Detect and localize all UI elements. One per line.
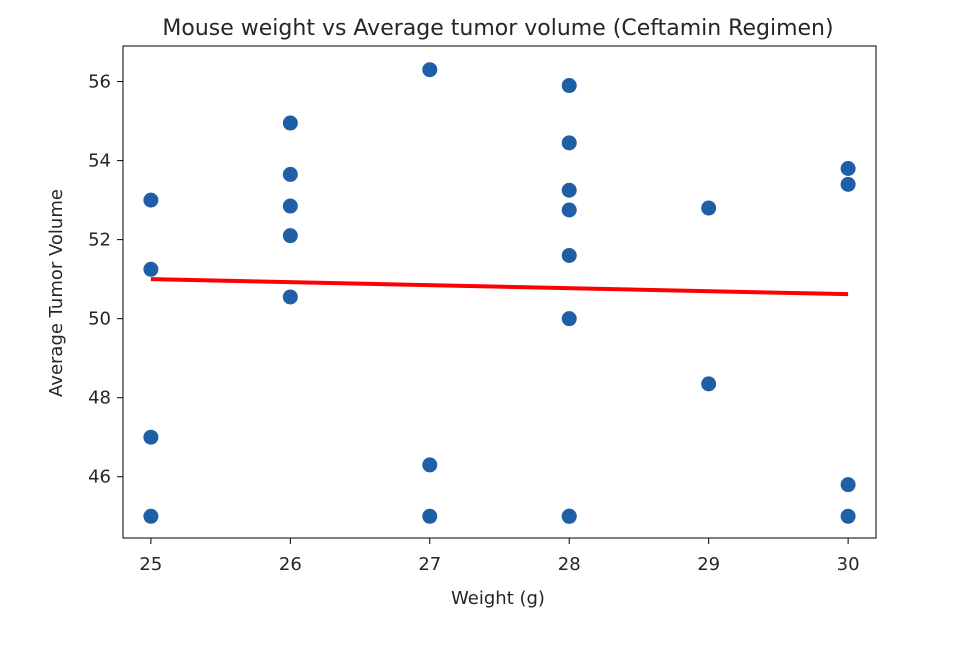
scatter-point bbox=[840, 477, 856, 493]
x-tick-label: 27 bbox=[418, 554, 441, 575]
x-tick-label: 30 bbox=[837, 554, 860, 575]
scatter-point bbox=[143, 429, 159, 445]
y-axis: 46 48 50 52 54 56 bbox=[88, 72, 123, 488]
plot-area-frame bbox=[122, 45, 877, 539]
y-tick-label: 48 bbox=[88, 388, 111, 409]
y-tick-label: 54 bbox=[88, 151, 111, 172]
scatter-point bbox=[701, 376, 717, 392]
scatter-point bbox=[422, 508, 438, 524]
chart-title: Mouse weight vs Average tumor volume (Ce… bbox=[162, 16, 833, 41]
data-points-group bbox=[143, 62, 856, 524]
regression-line bbox=[150, 277, 849, 297]
x-tick-label: 28 bbox=[558, 554, 581, 575]
scatter-point bbox=[840, 161, 856, 177]
x-tick-label: 26 bbox=[279, 554, 302, 575]
y-axis-title: Average Tumor Volume bbox=[46, 189, 67, 397]
x-tick-label: 29 bbox=[697, 554, 720, 575]
scatter-point bbox=[840, 176, 856, 192]
scatter-point bbox=[282, 166, 298, 182]
scatter-point bbox=[282, 228, 298, 244]
scatter-point bbox=[561, 182, 577, 198]
regression-line-group bbox=[150, 277, 849, 297]
scatter-point bbox=[561, 135, 577, 151]
scatter-point bbox=[561, 311, 577, 327]
scatter-point bbox=[282, 115, 298, 131]
scatter-point bbox=[143, 508, 159, 524]
scatter-point bbox=[561, 202, 577, 218]
scatter-point bbox=[561, 247, 577, 263]
y-tick-label: 52 bbox=[88, 230, 111, 251]
scatter-point bbox=[561, 508, 577, 524]
scatter-point bbox=[282, 198, 298, 214]
scatter-point bbox=[422, 62, 438, 78]
scatter-point bbox=[143, 192, 159, 208]
y-tick-label: 56 bbox=[88, 72, 111, 93]
scatter-point bbox=[143, 261, 159, 277]
scatter-point bbox=[422, 457, 438, 473]
y-tick-label: 50 bbox=[88, 309, 111, 330]
scatter-point bbox=[840, 508, 856, 524]
scatter-point bbox=[282, 289, 298, 305]
x-tick-label: 25 bbox=[139, 554, 162, 575]
y-tick-label: 46 bbox=[88, 467, 111, 488]
x-axis: 25 26 27 28 29 30 bbox=[139, 538, 860, 575]
x-axis-title: Weight (g) bbox=[451, 588, 545, 609]
scatter-point bbox=[561, 78, 577, 94]
scatter-point bbox=[701, 200, 717, 216]
